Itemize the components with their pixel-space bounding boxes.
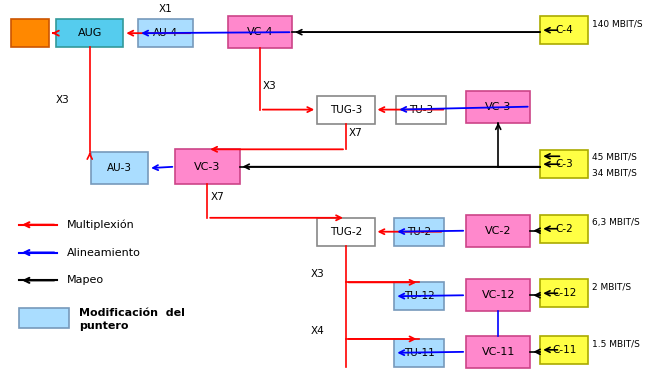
Text: VC-3: VC-3 [485, 102, 512, 112]
Bar [19, 308, 69, 328]
Bar [541, 150, 588, 178]
Text: VC-2: VC-2 [485, 226, 512, 236]
Text: 1.5 MBIT/S: 1.5 MBIT/S [592, 339, 640, 348]
Text: C-4: C-4 [556, 25, 573, 35]
Text: Alineamiento: Alineamiento [67, 248, 141, 258]
Bar [466, 336, 531, 368]
Text: C-12: C-12 [552, 288, 577, 298]
Bar [317, 218, 375, 246]
Text: X7: X7 [349, 129, 363, 139]
Bar [541, 336, 588, 364]
Text: AUG: AUG [77, 28, 102, 38]
Bar [138, 19, 193, 47]
Bar [394, 339, 444, 367]
Text: TU-2: TU-2 [407, 227, 432, 237]
Text: AU-4: AU-4 [154, 28, 178, 38]
Text: TU-12: TU-12 [404, 291, 435, 301]
Text: X1: X1 [159, 4, 173, 14]
Text: TU-3: TU-3 [409, 104, 434, 114]
Bar [541, 279, 588, 307]
Bar [228, 16, 293, 48]
Bar [91, 152, 148, 184]
Bar [175, 149, 239, 184]
Bar [466, 215, 531, 247]
Text: X3: X3 [263, 81, 277, 91]
Bar [541, 215, 588, 243]
Text: VC-11: VC-11 [482, 347, 515, 357]
Text: VC-4: VC-4 [247, 27, 274, 37]
Text: X4: X4 [310, 326, 324, 336]
Text: TU-11: TU-11 [404, 348, 435, 358]
Text: AU-3: AU-3 [107, 163, 132, 173]
Text: VC-12: VC-12 [482, 290, 515, 300]
Text: X7: X7 [211, 192, 224, 202]
Bar [317, 96, 375, 124]
Text: X3: X3 [310, 269, 324, 279]
Text: TUG-3: TUG-3 [330, 104, 362, 114]
Text: puntero: puntero [79, 321, 129, 331]
Bar [541, 16, 588, 44]
Text: 45 MBIT/S: 45 MBIT/S [592, 153, 637, 162]
Text: 2 MBIT/S: 2 MBIT/S [592, 283, 631, 292]
Text: 140 MBIT/S: 140 MBIT/S [592, 20, 643, 29]
Text: Mapeo: Mapeo [67, 275, 104, 285]
Text: VC-3: VC-3 [194, 162, 220, 172]
Bar [394, 282, 444, 310]
Bar [394, 218, 444, 246]
Bar [466, 91, 531, 122]
Bar [11, 19, 49, 47]
Text: TUG-2: TUG-2 [330, 227, 362, 237]
Bar [466, 279, 531, 311]
Text: C-3: C-3 [556, 159, 573, 169]
Text: C-2: C-2 [556, 224, 573, 234]
Text: X3: X3 [56, 95, 70, 105]
Text: 34 MBIT/S: 34 MBIT/S [592, 169, 637, 178]
Text: Modificación  del: Modificación del [79, 308, 185, 318]
Text: Multiplexión: Multiplexión [67, 220, 134, 230]
Bar [396, 96, 446, 124]
Bar [56, 19, 123, 47]
Text: C-11: C-11 [552, 345, 577, 355]
Text: 6,3 MBIT/S: 6,3 MBIT/S [592, 218, 640, 227]
